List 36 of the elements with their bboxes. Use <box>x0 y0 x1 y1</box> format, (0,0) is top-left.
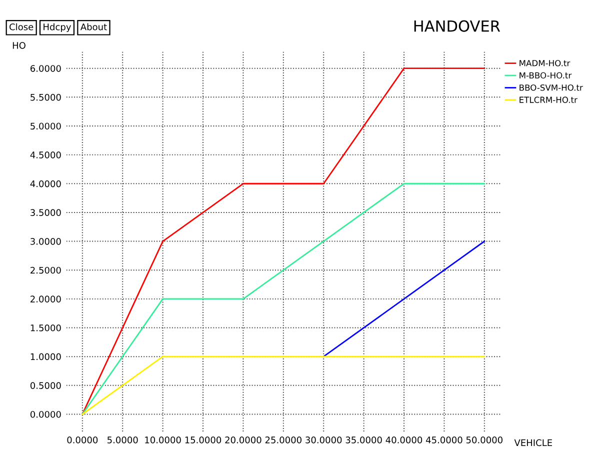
legend-label: M-BBO-HO.tr <box>520 72 572 79</box>
y-tick-label: 1.0000 <box>30 353 61 360</box>
legend-label: ETLCRM-HO.tr <box>520 96 578 103</box>
x-tick-label: 10.0000 <box>145 436 181 444</box>
x-tick-label: 5.0000 <box>108 436 138 444</box>
y-tick-label: 2.5000 <box>30 266 61 274</box>
y-tick-label: 6.0000 <box>30 65 61 72</box>
y-tick-label: 5.0000 <box>30 122 61 130</box>
y-tick-label: 3.5000 <box>30 209 61 216</box>
y-axis-title: HO <box>12 42 26 49</box>
x-tick-label: 20.0000 <box>225 436 262 444</box>
y-tick-label: 4.0000 <box>30 180 61 188</box>
x-tick-label: 50.0000 <box>466 436 502 444</box>
y-tick-label: 5.5000 <box>30 94 61 101</box>
y-tick-label: 0.5000 <box>30 382 61 389</box>
x-axis-title: VEHICLE <box>514 439 552 446</box>
y-tick-label: 4.5000 <box>30 152 61 158</box>
x-tick-label: 40.0000 <box>386 436 422 444</box>
line-series <box>82 182 486 415</box>
x-tick-label: 15.0000 <box>185 436 222 444</box>
text: Close <box>10 23 34 30</box>
chart-title: HANDOVER <box>414 20 500 32</box>
line-series <box>82 68 486 415</box>
y-tick-label: 1.5000 <box>30 324 61 332</box>
legend-label: BBO-SVM-HO.tr <box>520 84 583 91</box>
y-tick-label: 3.0000 <box>30 238 61 245</box>
text: Hdcpy <box>44 23 71 32</box>
x-tick-label: 35.0000 <box>346 436 382 444</box>
x-tick-label: 45.0000 <box>426 436 462 444</box>
x-tick-label: 25.0000 <box>265 436 302 444</box>
legend-label: MADM-HO.tr <box>520 60 570 66</box>
y-tick-label: 0.0000 <box>30 410 61 418</box>
x-tick-label: 0.0000 <box>67 436 98 444</box>
text: About <box>80 23 107 30</box>
x-tick-label: 30.0000 <box>306 436 342 444</box>
y-tick-label: 2.0000 <box>30 296 61 302</box>
